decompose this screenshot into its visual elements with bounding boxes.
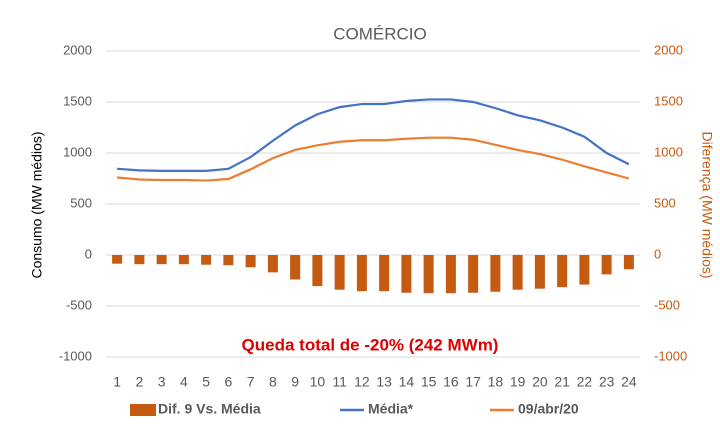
- bar: [178, 255, 189, 265]
- bar: [623, 255, 634, 270]
- x-tick-label: 11: [332, 374, 347, 390]
- bar: [579, 255, 590, 285]
- x-tick-label: 4: [180, 374, 188, 390]
- legend-label: Média*: [368, 401, 414, 417]
- bar: [356, 255, 367, 292]
- bar: [112, 255, 123, 264]
- x-tick-label: 20: [532, 374, 548, 390]
- bar: [379, 255, 390, 292]
- bar: [223, 255, 234, 266]
- bar: [423, 255, 434, 294]
- bar: [334, 255, 345, 290]
- bar: [290, 255, 301, 280]
- y2-tick-label: -1000: [654, 348, 687, 363]
- chart-title: COMÉRCIO: [333, 24, 427, 43]
- bar: [512, 255, 523, 290]
- x-tick-label: 6: [224, 374, 232, 390]
- x-tick-label: 13: [376, 374, 392, 390]
- bar: [601, 255, 612, 275]
- legend-label: Dif. 9 Vs. Média: [158, 401, 261, 417]
- y-tick-label: -500: [66, 297, 92, 312]
- bar: [401, 255, 412, 293]
- x-tick-label: 12: [354, 374, 370, 390]
- x-tick-label: 17: [465, 374, 481, 390]
- bar: [557, 255, 568, 288]
- y-tick-label: 0: [85, 246, 92, 261]
- y2-tick-label: 1000: [654, 144, 683, 159]
- y-tick-label: 1000: [63, 144, 92, 159]
- bar: [201, 255, 212, 265]
- bar: [267, 255, 278, 273]
- x-tick-label: 9: [291, 374, 299, 390]
- x-tick-label: 14: [399, 374, 415, 390]
- bar: [156, 255, 167, 265]
- bar: [534, 255, 545, 289]
- x-tick-label: 23: [599, 374, 615, 390]
- x-tick-label: 3: [158, 374, 166, 390]
- bar: [468, 255, 479, 293]
- x-tick-label: 15: [421, 374, 437, 390]
- bar: [445, 255, 456, 294]
- x-tick-label: 10: [310, 374, 326, 390]
- x-tick-label: 19: [510, 374, 526, 390]
- y2-tick-label: 2000: [654, 42, 683, 57]
- y2-tick-label: -500: [654, 297, 680, 312]
- y-tick-label: 2000: [63, 42, 92, 57]
- y2-tick-label: 0: [654, 246, 661, 261]
- legend-label: 09/abr/20: [518, 401, 579, 417]
- annotation: Queda total de -20% (242 MWm): [242, 335, 499, 354]
- x-tick-label: 21: [554, 374, 570, 390]
- bar: [245, 255, 256, 268]
- x-tick-label: 8: [269, 374, 277, 390]
- x-tick-label: 16: [443, 374, 459, 390]
- x-tick-label: 1: [113, 374, 121, 390]
- y2-tick-label: 500: [654, 195, 676, 210]
- y-tick-label: 1500: [63, 93, 92, 108]
- y-tick-label: 500: [70, 195, 92, 210]
- x-tick-label: 2: [135, 374, 143, 390]
- x-tick-label: 22: [577, 374, 593, 390]
- y2-axis-label: Diferença (MW médios): [699, 131, 715, 278]
- line: [117, 98, 630, 172]
- bar: [134, 255, 145, 265]
- x-tick-label: 7: [247, 374, 255, 390]
- x-tick-label: 24: [621, 374, 637, 390]
- bar: [312, 255, 323, 287]
- legend-swatch: [130, 404, 156, 416]
- x-tick-label: 18: [488, 374, 504, 390]
- y-axis-label: Consumo (MW médios): [29, 131, 45, 278]
- y-tick-label: -1000: [59, 348, 92, 363]
- y2-tick-label: 1500: [654, 93, 683, 108]
- x-tick-label: 5: [202, 374, 210, 390]
- bar: [490, 255, 501, 292]
- line: [117, 136, 630, 182]
